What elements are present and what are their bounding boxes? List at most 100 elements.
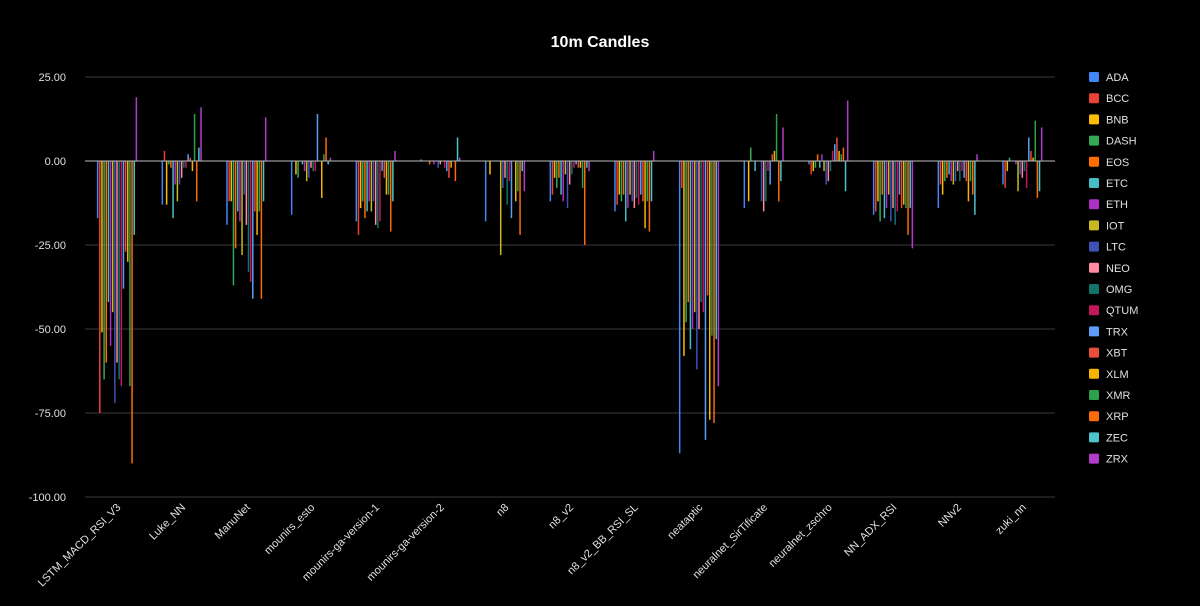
bar-xbt-15: [1030, 150, 1032, 161]
legend-swatch: [1089, 178, 1099, 188]
legend-swatch: [1089, 305, 1099, 316]
bar-iot-10: [693, 161, 696, 313]
bar-eos-14: [946, 161, 948, 178]
chart-title: 10m Candles: [551, 34, 650, 51]
bar-ltc-12: [825, 161, 827, 185]
bar-dash-2: [168, 161, 170, 165]
bar-iot-14: [952, 161, 955, 185]
bar-xlm-4: [321, 161, 323, 198]
bar-omg-14: [959, 161, 961, 182]
bar-dash-9: [620, 161, 623, 202]
bar-neo-7: [504, 161, 506, 178]
bar-ada-1: [96, 161, 99, 219]
bar-qtum-1: [120, 161, 123, 387]
bar-zrx-6: [458, 157, 461, 161]
bar-ltc-4: [308, 161, 310, 178]
bar-zrx-4: [329, 157, 332, 161]
legend-swatch: [1089, 135, 1099, 146]
bar-xbt-12: [836, 137, 838, 161]
bar-qtum-5: [379, 161, 381, 222]
bar-qtum-12: [831, 150, 834, 161]
grid-layer: 25.00 0.00 -25.00 -50.00 -75.00 -100.00: [29, 72, 1055, 504]
bar-trx-10: [704, 161, 707, 440]
bar-bnb-3: [230, 161, 233, 202]
bar-etc-9: [624, 161, 627, 222]
bar-xbt-13: [900, 161, 903, 209]
bar-ltc-9: [631, 161, 633, 202]
bar-etc-12: [818, 161, 821, 168]
bar-xlm-13: [903, 161, 905, 205]
bar-zec-3: [262, 161, 265, 202]
bar-omg-10: [700, 161, 702, 303]
legend-label: QTUM: [1106, 305, 1138, 317]
bar-xmr-4: [323, 154, 325, 161]
bar-etc-13: [883, 161, 886, 219]
legend-label: XRP: [1106, 411, 1129, 423]
bars-layer: [96, 97, 1043, 464]
y-tick-label: 25.00: [38, 72, 66, 84]
bar-ltc-6: [437, 161, 439, 168]
bar-xlm-8: [579, 161, 582, 168]
bar-zec-9: [650, 161, 653, 202]
bar-iot-13: [887, 161, 890, 195]
legend-label: BCC: [1106, 93, 1129, 105]
bar-ada-2: [161, 161, 164, 205]
bar-ada-7: [484, 161, 487, 222]
bar-zrx-15: [1040, 127, 1043, 161]
bar-eth-2: [174, 161, 176, 185]
bar-xmr-15: [1034, 120, 1036, 161]
bar-trx-3: [252, 161, 254, 299]
bar-neo-3: [245, 161, 248, 225]
bar-xlm-10: [709, 161, 711, 420]
bar-qtum-10: [702, 161, 705, 313]
bar-eth-14: [950, 161, 952, 182]
bar-bnb-8: [553, 161, 556, 178]
bar-qtum-8: [573, 161, 575, 168]
bar-dash-12: [814, 161, 817, 168]
legend-label: EOS: [1106, 157, 1129, 169]
bar-bnb-15: [1006, 161, 1009, 172]
bar-neo-14: [956, 161, 959, 172]
legend-swatch: [1089, 411, 1099, 422]
bar-bnb-5: [359, 161, 362, 209]
bar-etc-11: [754, 161, 756, 172]
bar-iot-2: [176, 161, 179, 202]
bar-bcc-5: [357, 161, 360, 235]
bar-zrx-7: [523, 161, 526, 192]
y-tick-label: -75.00: [35, 408, 66, 420]
bar-xlm-6: [450, 161, 452, 168]
bar-zec-15: [1038, 161, 1041, 192]
bar-eth-12: [821, 154, 823, 161]
bar-eos-10: [687, 161, 690, 303]
bar-xbt-10: [706, 161, 709, 296]
bar-xmr-9: [646, 161, 648, 202]
bar-ada-15: [1002, 161, 1004, 185]
bar-omg-15: [1023, 161, 1026, 172]
bar-xlm-2: [191, 161, 194, 172]
bar-xrp-9: [648, 161, 651, 232]
bar-xmr-10: [711, 161, 713, 336]
bar-eos-12: [816, 154, 819, 161]
legend-swatch: [1089, 220, 1099, 231]
bar-dash-13: [879, 161, 881, 222]
bar-omg-2: [183, 161, 185, 168]
bar-qtum-2: [185, 161, 187, 168]
bar-xbt-8: [577, 161, 580, 168]
bar-neo-10: [698, 161, 700, 329]
bar-xbt-5: [383, 161, 386, 178]
bar-dash-11: [750, 147, 752, 161]
bar-zrx-12: [846, 100, 849, 161]
bar-zrx-9: [652, 150, 655, 161]
bar-zec-10: [715, 161, 717, 340]
legend-label: IOT: [1106, 220, 1125, 232]
bar-bnb-2: [165, 161, 168, 205]
bar-xrp-1: [131, 161, 133, 464]
bar-etc-2: [172, 161, 174, 219]
legend-label: ETC: [1106, 178, 1128, 190]
bar-zrx-1: [135, 97, 138, 161]
legend-swatch: [1089, 199, 1099, 210]
bar-eth-10: [691, 161, 694, 329]
bar-ada-9: [614, 161, 616, 212]
bar-xlm-14: [967, 161, 970, 202]
